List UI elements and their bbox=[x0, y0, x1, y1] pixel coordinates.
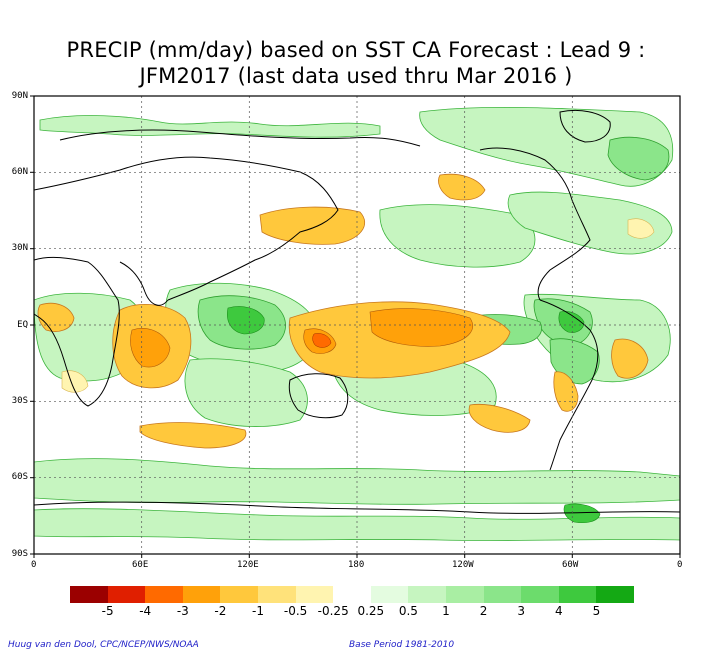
colorbar-swatch bbox=[220, 586, 258, 603]
indian-ocean-dry-core bbox=[130, 328, 171, 368]
lon-label-120e: 120E bbox=[237, 560, 259, 570]
arctic-wet-band bbox=[39, 115, 381, 138]
colorbar-label: -1 bbox=[252, 604, 264, 618]
colorbar-swatch bbox=[295, 586, 334, 603]
south-atlantic-dry-region bbox=[611, 338, 649, 379]
colorbar-swatch bbox=[408, 586, 446, 603]
colorbar-swatch bbox=[558, 586, 597, 603]
greenland-coastline bbox=[559, 109, 611, 143]
colorbar-swatch bbox=[596, 586, 634, 603]
lon-label-120w: 120W bbox=[452, 560, 474, 570]
east-siberia-wet-region bbox=[419, 106, 674, 187]
map-frame bbox=[33, 95, 681, 555]
west-pacific-dry-max bbox=[312, 333, 332, 348]
colorbar-label: -2 bbox=[214, 604, 227, 618]
lon-label-180: 180 bbox=[348, 560, 365, 570]
colorbar-label: -5 bbox=[101, 604, 114, 618]
map-title-line-1: PRECIP (mm/day) based on SST CA Forecast… bbox=[66, 38, 646, 62]
africa-slight-dry-region bbox=[61, 370, 89, 393]
colorbar-label: 4 bbox=[554, 604, 563, 618]
north-america-coastline bbox=[479, 147, 591, 301]
colorbar-label: 5 bbox=[592, 604, 601, 618]
equatorial-pacific-dry-core bbox=[369, 308, 473, 347]
colorbar-swatch bbox=[445, 586, 484, 603]
antarctica-coastline bbox=[34, 501, 680, 514]
colorbar-label: -3 bbox=[176, 604, 189, 618]
indian-ocean-wet-region bbox=[184, 358, 308, 427]
colorbar-label: 3 bbox=[517, 604, 526, 618]
north-pacific-wet-region bbox=[379, 204, 536, 268]
colorbar-label: 2 bbox=[479, 604, 488, 618]
map-title-line-2: JFM2017 (last data used thru Mar 2016 ) bbox=[139, 64, 573, 88]
south-america-max-core bbox=[558, 311, 585, 333]
colorbar-swatch bbox=[107, 586, 146, 603]
colorbar-label: -0.5 bbox=[283, 604, 308, 618]
colorbar-label: -0.25 bbox=[317, 604, 349, 618]
southern-ocean-max-core bbox=[563, 503, 601, 524]
south-pacific-dry-region bbox=[468, 403, 531, 433]
africa-coastline bbox=[34, 256, 120, 407]
colorbar-swatch bbox=[257, 586, 296, 603]
colorbar-swatch bbox=[145, 586, 183, 603]
colorbar-swatch bbox=[521, 586, 559, 603]
north-america-wet-region bbox=[507, 191, 673, 255]
credit-text: Huug van den Dool, CPC/NCEP/NWS/NOAA bbox=[8, 640, 199, 650]
lat-label-30n: 30N bbox=[11, 243, 28, 253]
coastlines bbox=[34, 109, 680, 514]
lon-label-0-right: 0 bbox=[677, 560, 683, 570]
lat-label-eq: EQ bbox=[17, 320, 28, 330]
eurasia-coastline bbox=[34, 156, 339, 306]
southern-indian-dry-band bbox=[139, 422, 247, 449]
lon-label-60w: 60W bbox=[562, 560, 579, 570]
lat-label-60n: 60N bbox=[11, 167, 28, 177]
antarctic-wet-band bbox=[34, 508, 680, 541]
lon-label-60e: 60E bbox=[132, 560, 149, 570]
colorbar-label: 0.5 bbox=[398, 604, 418, 618]
colorbar-swatch bbox=[70, 586, 108, 603]
colorbar-swatch bbox=[333, 586, 371, 603]
south-america-coastline bbox=[539, 299, 599, 471]
north-pacific-dry-region bbox=[259, 206, 366, 245]
lat-label-90s: 90S bbox=[11, 549, 28, 559]
lat-label-90n: 90N bbox=[11, 91, 28, 101]
east-asia-dry-region bbox=[438, 173, 486, 201]
australia-coastline bbox=[288, 373, 349, 419]
colorbar-swatch bbox=[483, 586, 522, 603]
siberia-wet-core bbox=[607, 136, 670, 181]
colorbar-swatch bbox=[182, 586, 221, 603]
graticule bbox=[34, 96, 680, 554]
colorbar-label: 0.25 bbox=[357, 604, 385, 618]
colorbar-label: 1 bbox=[442, 604, 450, 618]
lat-label-30s: 30S bbox=[11, 396, 28, 406]
base-period-text: Base Period 1981-2010 bbox=[349, 640, 455, 650]
lon-label-0-left: 0 bbox=[31, 560, 37, 570]
colorbar-swatch bbox=[370, 586, 409, 603]
axis-ticks bbox=[30, 95, 681, 558]
colorbar bbox=[70, 586, 634, 603]
colorbar-label: -4 bbox=[139, 604, 152, 618]
precip-anomaly-fields bbox=[34, 106, 680, 541]
atlantic-slight-dry-region bbox=[627, 218, 655, 239]
lat-label-60s: 60S bbox=[11, 472, 28, 482]
arctic-coastline bbox=[59, 129, 421, 147]
